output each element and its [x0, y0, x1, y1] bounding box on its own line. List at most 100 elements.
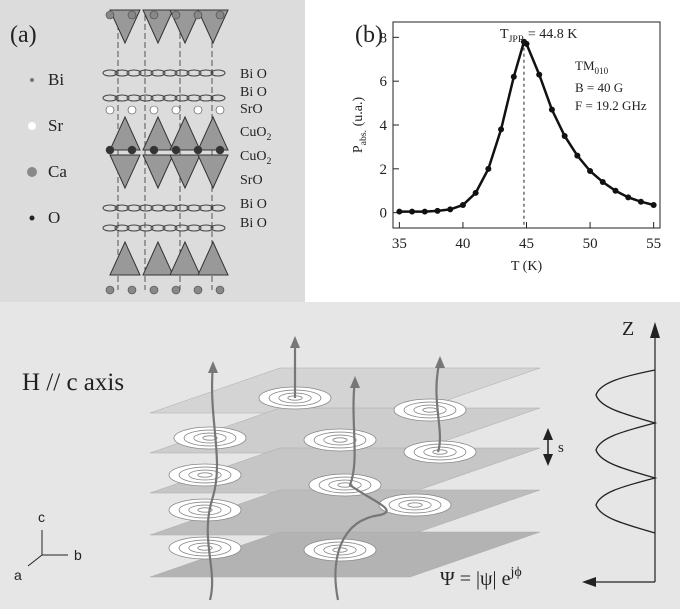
- data-point: [409, 209, 415, 215]
- atom: [194, 106, 202, 114]
- legend-dot: [30, 78, 34, 82]
- data-point: [536, 72, 542, 78]
- x-tick-label: 40: [455, 236, 470, 252]
- layer-label: Bi O: [240, 216, 267, 231]
- atom: [216, 11, 224, 19]
- y-axis-label-part: abs.: [358, 130, 369, 146]
- layer-label: SrO: [240, 173, 263, 188]
- atom: [128, 106, 136, 114]
- freq-annotation: F = 19.2 GHz: [575, 98, 647, 113]
- data-point: [511, 74, 517, 80]
- y-tick-label: 2: [380, 162, 388, 178]
- atom: [106, 11, 114, 19]
- layer-label-part: SrO: [240, 102, 263, 117]
- atom: [216, 106, 224, 114]
- legend-label: O: [48, 208, 60, 227]
- atom: [172, 146, 180, 154]
- atom: [216, 286, 224, 294]
- legend-label: Ca: [48, 162, 67, 181]
- layer-label: Bi O: [240, 67, 267, 82]
- layer-label-part: CuO: [240, 149, 266, 164]
- vortex-ring: [433, 450, 447, 454]
- layer-label-part: 2: [266, 156, 271, 167]
- layer-label-part: Bi O: [240, 85, 267, 100]
- panel-label: (a): [10, 22, 37, 48]
- x-tick-label: 50: [583, 236, 598, 252]
- atom: [150, 146, 158, 154]
- order-parameter: Ψ = |ψ| ejϕ: [440, 565, 522, 590]
- vortex-ring: [333, 438, 347, 442]
- z-label: Z: [622, 318, 634, 340]
- data-point: [651, 202, 657, 208]
- atom: [172, 11, 180, 19]
- data-point: [638, 199, 644, 205]
- peak-annotation-part: = 44.8 K: [524, 27, 577, 42]
- layer-label: SrO: [240, 102, 263, 117]
- atom: [150, 106, 158, 114]
- layer-label-part: Bi O: [240, 216, 267, 231]
- y-axis-label-part: (u.a.): [351, 96, 366, 129]
- layer-label: Bi O: [240, 197, 267, 212]
- atom: [194, 146, 202, 154]
- atom: [172, 286, 180, 294]
- axis-label: c: [38, 509, 45, 525]
- x-axis-label: T (K): [511, 259, 543, 274]
- data-point: [587, 168, 593, 174]
- atom: [128, 11, 136, 19]
- y-tick-label: 0: [380, 206, 388, 222]
- layer-label-part: SrO: [240, 173, 263, 188]
- atom: [216, 146, 224, 154]
- data-point: [562, 133, 568, 139]
- x-tick-label: 35: [392, 236, 407, 252]
- y-axis-label-part: P: [351, 145, 366, 153]
- layer-label-part: CuO: [240, 125, 266, 140]
- data-point: [498, 126, 504, 132]
- layer-label-part: Bi O: [240, 197, 267, 212]
- data-point: [549, 107, 555, 113]
- atom: [128, 286, 136, 294]
- atom: [194, 286, 202, 294]
- data-point: [396, 209, 402, 215]
- legend-label: Bi: [48, 70, 64, 89]
- atom: [150, 286, 158, 294]
- x-tick-label: 45: [519, 236, 534, 252]
- figure: (a)BiSrCaOBi OBi OSrOCuO2CuO2SrOBi OBi O…: [0, 0, 680, 609]
- axis-label: b: [74, 547, 82, 563]
- atom: [128, 146, 136, 154]
- order-parameter-part: jϕ: [509, 565, 521, 580]
- x-tick-label: 55: [646, 236, 661, 252]
- y-tick-label: 8: [380, 30, 388, 46]
- data-point: [435, 208, 441, 214]
- data-point: [447, 206, 453, 212]
- vortex-ring: [198, 473, 212, 477]
- field-label: H // c axis: [22, 369, 124, 396]
- legend-dot: [30, 216, 35, 221]
- layer-label-part: Bi O: [240, 67, 267, 82]
- layer-label: Bi O: [240, 85, 267, 100]
- data-point: [422, 209, 428, 215]
- field-annotation: B = 40 G: [575, 80, 623, 95]
- data-point: [485, 166, 491, 172]
- atom: [194, 11, 202, 19]
- peak-annotation-part: JPR: [509, 34, 525, 45]
- mode-annotation-part: TM: [575, 58, 595, 73]
- data-point: [625, 194, 631, 200]
- atom: [106, 286, 114, 294]
- order-parameter-part: Ψ = |ψ| e: [440, 568, 511, 590]
- axis-label: a: [14, 567, 22, 583]
- data-point: [473, 190, 479, 196]
- data-point: [600, 179, 606, 185]
- data-point: [460, 202, 466, 208]
- data-point: [613, 188, 619, 194]
- legend-dot: [27, 167, 37, 177]
- atom: [106, 106, 114, 114]
- y-tick-label: 4: [380, 118, 388, 134]
- atom: [150, 11, 158, 19]
- atom: [106, 146, 114, 154]
- vortex-ring: [423, 408, 437, 412]
- legend-label: Sr: [48, 116, 63, 135]
- atom: [172, 106, 180, 114]
- data-point: [574, 153, 580, 159]
- spacing-label: s: [558, 440, 564, 456]
- y-tick-label: 6: [380, 74, 388, 90]
